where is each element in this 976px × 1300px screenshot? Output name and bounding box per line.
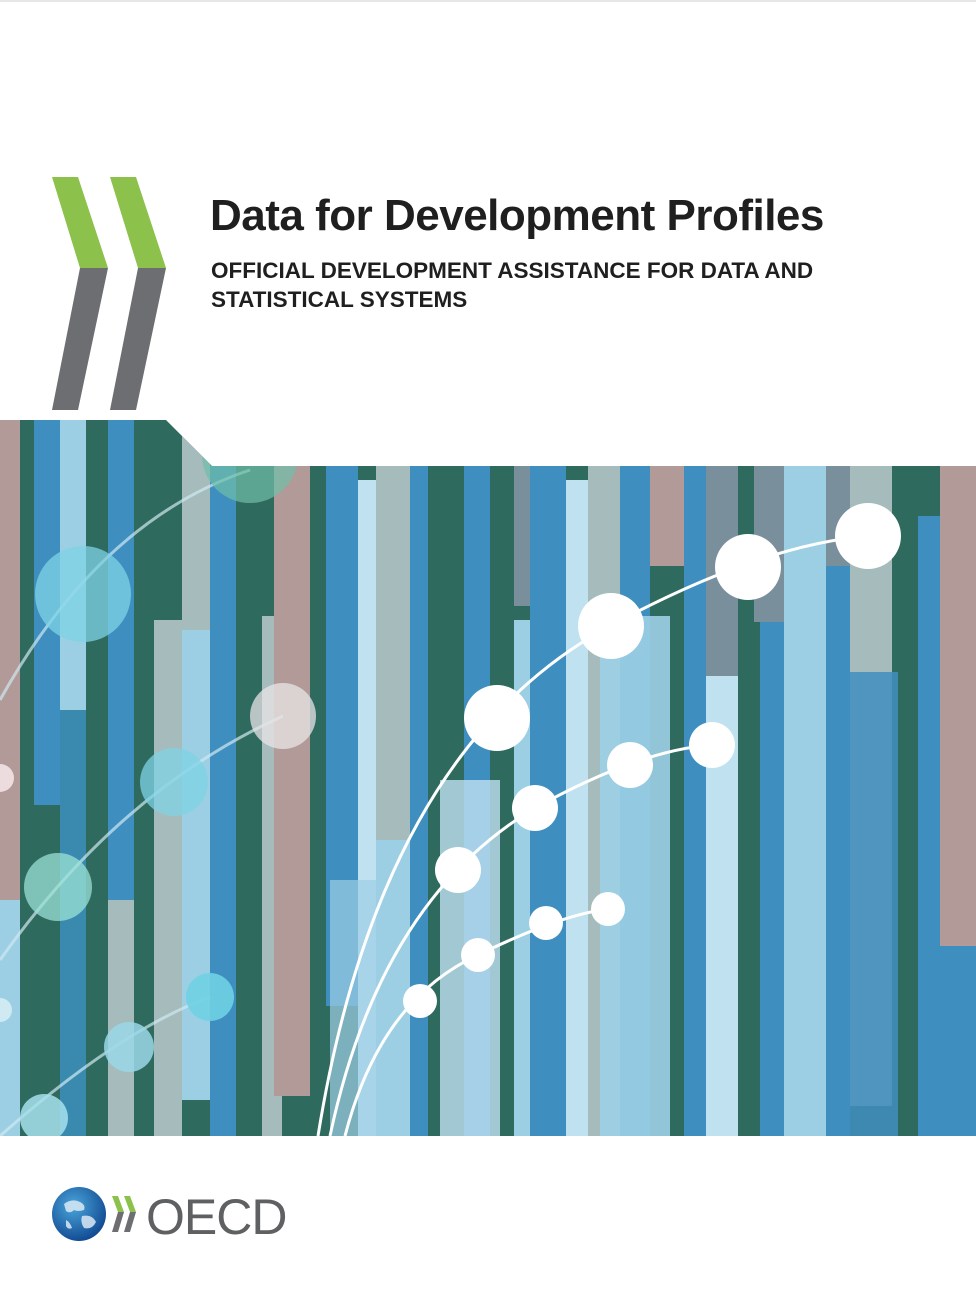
oecd-chevrons-icon xyxy=(52,177,166,410)
cover-title: Data for Development Profiles xyxy=(210,191,824,240)
small-chevrons-icon xyxy=(112,1196,136,1232)
cover-subtitle: OFFICIAL DEVELOPMENT ASSISTANCE FOR DATA… xyxy=(211,258,814,312)
oecd-logo xyxy=(52,1187,136,1241)
top-rule xyxy=(0,0,976,2)
publisher-wordmark: OECD xyxy=(146,1189,287,1245)
globe-icon xyxy=(52,1187,106,1241)
